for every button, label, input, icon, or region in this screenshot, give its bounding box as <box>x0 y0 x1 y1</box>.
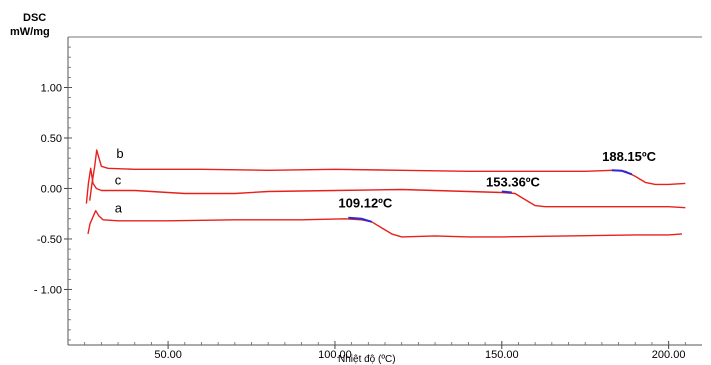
onset-segment <box>611 169 633 176</box>
y-tick-label: 0.50 <box>41 133 62 145</box>
curve-label-b: b <box>116 146 123 161</box>
curve-label-a: a <box>115 201 123 216</box>
peak-temperature-label: 109.12ºC <box>338 196 393 211</box>
curve-c <box>85 167 686 209</box>
chart-axes: 1.00 0.50 0.00 -0.50 - 1.00 50.00 100.00 150.00… <box>34 36 702 361</box>
y-tick-label: -0.50 <box>37 234 62 246</box>
peak-temperature-label: 153.36ºC <box>486 174 541 189</box>
curve-a <box>87 210 683 238</box>
y-tick-label: 0.00 <box>41 183 62 195</box>
chart-labels: bca 188.15ºC 153.36ºC 109.12ºC <box>115 146 657 216</box>
chart-series <box>85 149 686 238</box>
x-tick-label: 200.00 <box>652 349 686 361</box>
y-tick-label: 1.00 <box>41 82 62 94</box>
x-tick-label: 50.00 <box>154 349 182 361</box>
x-tick-label: 150.00 <box>485 349 519 361</box>
x-tick-label: 100.00 <box>318 349 352 361</box>
peak-temperature-label: 188.15ºC <box>602 149 657 164</box>
x-axis-title: Nhiệt độ (ºC) <box>338 354 396 365</box>
y-tick-label: - 1.00 <box>34 284 62 296</box>
onset-segment <box>348 216 372 223</box>
y-axis-title-line1: DSC <box>23 12 46 24</box>
curve-label-c: c <box>115 172 122 187</box>
onset-segment <box>501 190 512 194</box>
curve-b <box>89 149 686 201</box>
y-axis-title-line2: mW/mg <box>10 26 50 38</box>
